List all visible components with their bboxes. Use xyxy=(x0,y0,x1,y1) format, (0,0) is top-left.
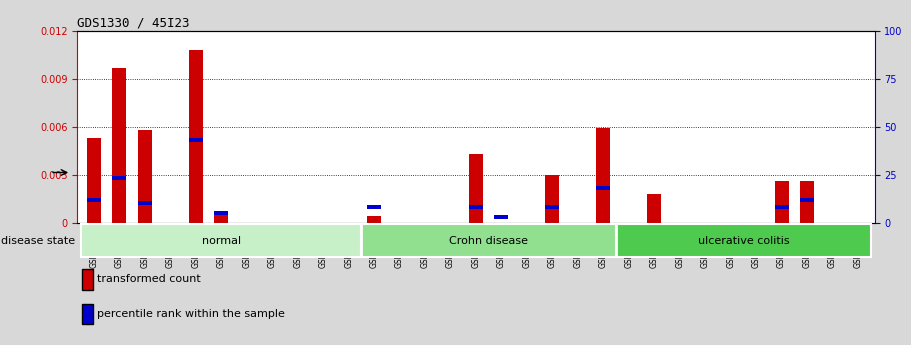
Bar xyxy=(112,68,127,223)
Bar xyxy=(87,138,101,223)
FancyBboxPatch shape xyxy=(616,224,871,257)
Bar xyxy=(87,198,101,201)
Bar xyxy=(546,205,559,209)
Bar xyxy=(138,201,152,205)
Bar xyxy=(367,205,381,209)
Bar xyxy=(597,186,610,190)
Bar xyxy=(189,138,203,142)
Bar xyxy=(774,205,789,209)
FancyBboxPatch shape xyxy=(81,224,362,257)
Bar xyxy=(546,175,559,223)
FancyBboxPatch shape xyxy=(362,224,616,257)
Text: Crohn disease: Crohn disease xyxy=(449,236,528,246)
Bar xyxy=(800,198,814,201)
Bar xyxy=(138,130,152,223)
Text: normal: normal xyxy=(201,236,241,246)
Text: disease state: disease state xyxy=(1,236,75,246)
Bar xyxy=(189,50,203,223)
Text: ulcerative colitis: ulcerative colitis xyxy=(698,236,789,246)
Bar xyxy=(597,128,610,223)
Bar xyxy=(469,205,483,209)
Bar xyxy=(800,181,814,223)
Text: GDS1330 / 45I23: GDS1330 / 45I23 xyxy=(77,17,189,30)
Bar xyxy=(214,213,229,223)
Bar xyxy=(774,181,789,223)
Bar xyxy=(647,194,661,223)
Bar xyxy=(214,211,229,215)
Bar xyxy=(367,216,381,223)
Bar xyxy=(112,177,127,180)
Bar xyxy=(495,215,508,219)
Text: transformed count: transformed count xyxy=(97,275,200,284)
Bar xyxy=(469,154,483,223)
Text: percentile rank within the sample: percentile rank within the sample xyxy=(97,309,284,319)
